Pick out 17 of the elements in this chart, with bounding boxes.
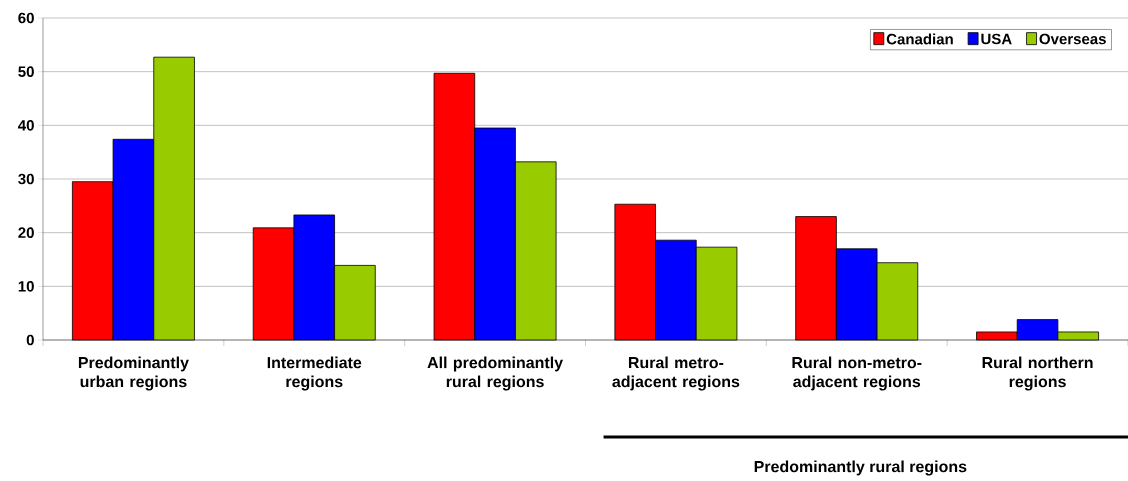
legend-label: Canadian <box>886 33 953 45</box>
y-tick-label: 60 <box>18 12 34 24</box>
legend-label: USA <box>981 33 1012 45</box>
y-tick-label: 20 <box>18 227 34 238</box>
x-tick-label: Rural metro-adjacent regions <box>612 356 740 391</box>
y-tick-label: 10 <box>18 281 34 292</box>
x-tick-label: Intermediate regions <box>267 356 362 391</box>
y-tick-label: 30 <box>18 173 34 185</box>
text: Predominantly rural regions <box>754 460 967 476</box>
y-tick-label: 50 <box>18 66 34 77</box>
x-tick-label: Rural non-metro-adjacent regions <box>792 356 922 391</box>
y-tick-label: 40 <box>18 120 34 131</box>
x-tick-label: All predominantly rural regions <box>427 356 563 391</box>
legend-label: Overseas <box>1039 33 1106 45</box>
y-tick-label: 0 <box>26 334 34 346</box>
x-tick-label: Rural northern regions <box>982 356 1093 391</box>
x-tick-label: Predominantly urban regions <box>78 356 189 391</box>
